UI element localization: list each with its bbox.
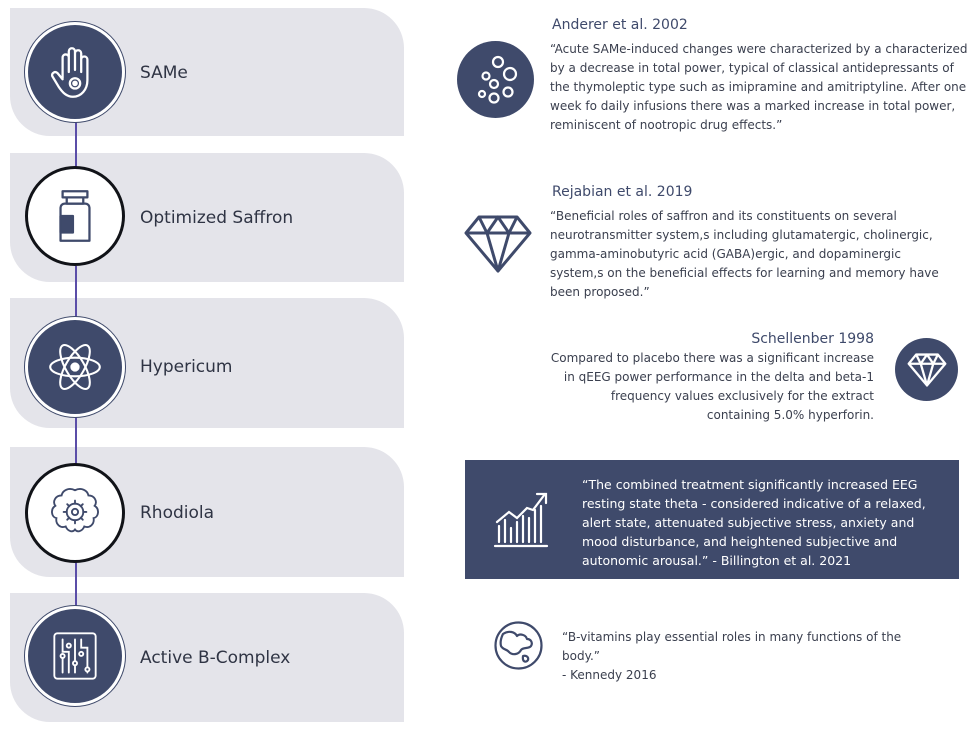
ref-quote-schellenber: Compared to placebo there was a signific…: [550, 351, 874, 422]
ref-quote-rejabian: “Beneficial roles of saffron and its con…: [550, 209, 939, 299]
connector-line: [75, 562, 77, 606]
jar-icon: [25, 166, 125, 266]
connector-line: [75, 122, 77, 168]
ref-title-schellenber: Schellenber 1998: [751, 331, 874, 347]
ref-quote-kennedy: “B-vitamins play essential roles in many…: [562, 630, 902, 682]
growth-chart-icon: [491, 488, 551, 550]
ref-quote-anderer: “Acute SAMe-induced changes were charact…: [550, 42, 968, 132]
step-label-rhodiola: Rhodiola: [140, 503, 215, 523]
step-label-bcomplex: Active B-Complex: [140, 648, 291, 668]
quote-banner: “The combined treatment significantly in…: [465, 460, 959, 579]
diamond-icon: [463, 213, 533, 275]
step-label-same: SAMe: [140, 63, 188, 83]
step-label-hypericum: Hypericum: [140, 357, 233, 377]
ref-quote-billington: “The combined treatment significantly in…: [582, 477, 926, 568]
ref-title-rejabian: Rejabian et al. 2019: [552, 184, 693, 200]
diamond-icon: [895, 338, 958, 401]
connector-line: [75, 266, 77, 318]
hand-icon: [25, 22, 125, 122]
brain-gear-icon: [25, 463, 125, 563]
atom-icon: [25, 317, 125, 417]
ref-title-anderer: Anderer et al. 2002: [552, 17, 688, 33]
connector-line: [75, 416, 77, 466]
bubbles-icon: [457, 41, 534, 118]
globe-icon: [493, 620, 544, 671]
circuit-icon: [25, 606, 125, 706]
step-label-saffron: Optimized Saffron: [140, 208, 294, 228]
